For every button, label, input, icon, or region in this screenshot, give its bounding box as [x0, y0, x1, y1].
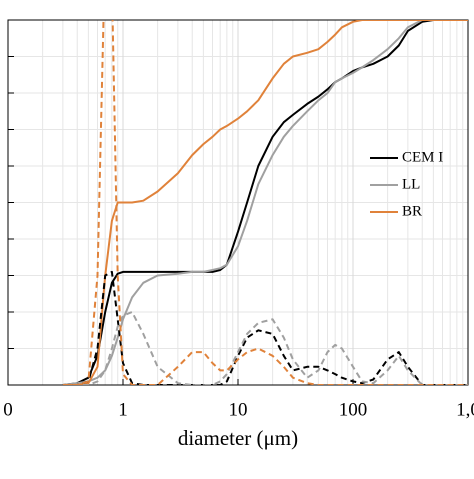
series-line: [62, 270, 468, 385]
x-tick-label: 100: [339, 399, 368, 420]
legend-label: LL: [402, 176, 420, 192]
series-line: [62, 20, 468, 385]
series-line: [62, 311, 468, 385]
x-tick-label: 10: [229, 399, 248, 420]
legend-label: CEM I: [402, 149, 443, 165]
x-tick-label: 0: [3, 399, 13, 420]
legend-label: BR: [402, 203, 422, 219]
series-line: [62, 20, 468, 385]
x-tick-label: 1: [118, 399, 128, 420]
x-tick-label: 1,0: [456, 399, 474, 420]
x-axis-label: diameter (μm): [178, 426, 298, 450]
series-line: [62, 20, 468, 385]
series-line: [62, 20, 468, 385]
plot-frame: [7, 19, 469, 386]
plot-lines: [62, 20, 468, 385]
